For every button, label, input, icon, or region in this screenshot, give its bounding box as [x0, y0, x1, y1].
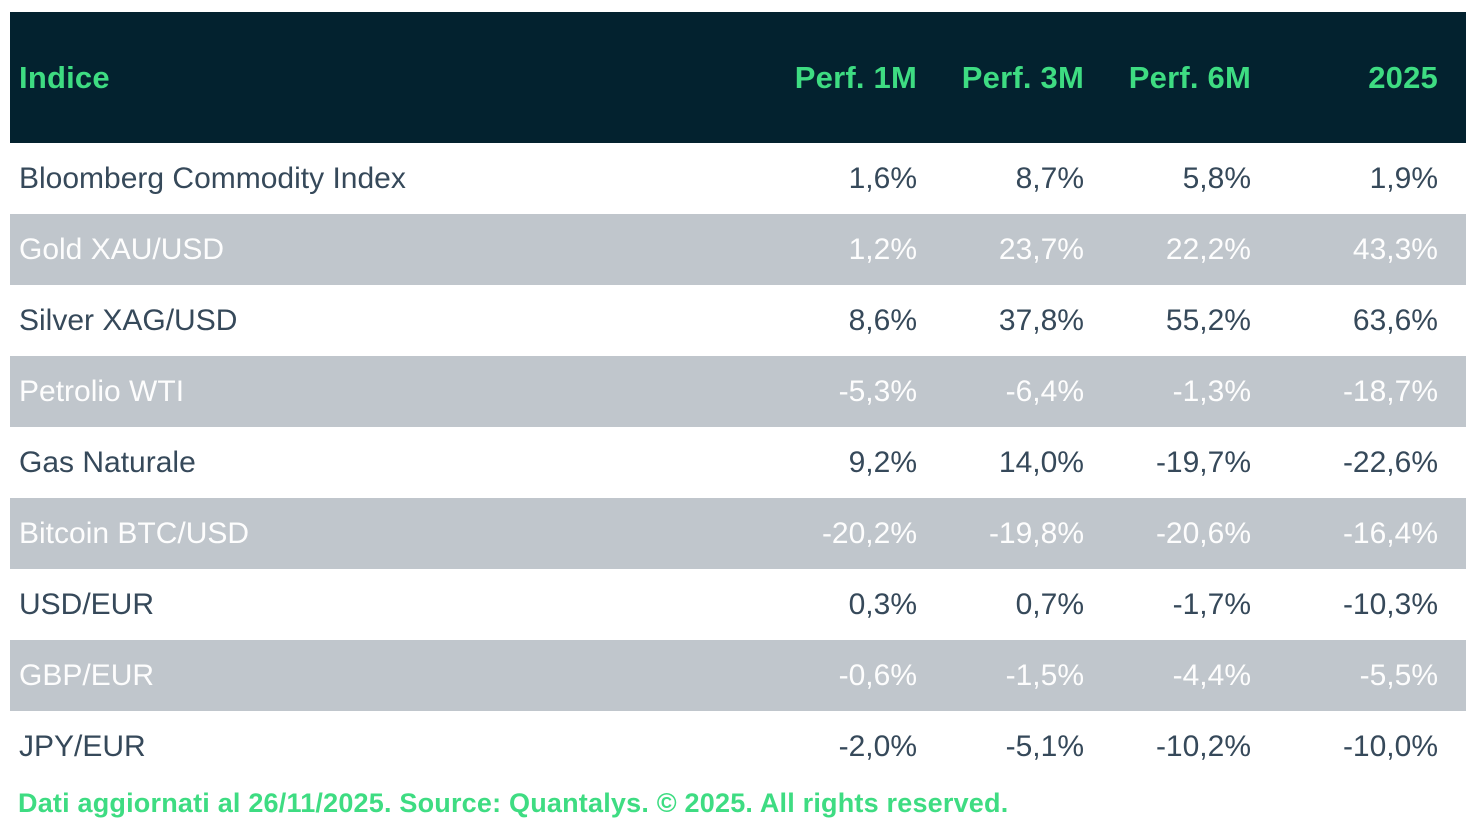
perf-6m-value: -1,3%: [1172, 374, 1251, 408]
perf-3m-value: 8,7%: [1015, 161, 1084, 195]
perf-2025-value: -5,5%: [1359, 658, 1438, 692]
row-label: USD/EUR: [19, 587, 155, 621]
table-row: Bitcoin BTC/USD -20,2% -19,8% -20,6% -16…: [10, 498, 1466, 569]
perf-3m-value: 23,7%: [998, 232, 1084, 266]
perf-1m-value: -5,3%: [838, 374, 917, 408]
perf-6m-value: 22,2%: [1165, 232, 1251, 266]
column-header-perf-1m: Perf. 1M: [794, 59, 917, 95]
footer-note: Dati aggiornati al 26/11/2025. Source: Q…: [18, 788, 1009, 818]
perf-1m-value: -0,6%: [838, 658, 917, 692]
perf-3m-value: -6,4%: [1005, 374, 1084, 408]
perf-6m-value: -4,4%: [1172, 658, 1251, 692]
table-row: USD/EUR 0,3% 0,7% -1,7% -10,3%: [10, 569, 1466, 640]
perf-6m-value: -20,6%: [1155, 516, 1251, 550]
table-row: JPY/EUR -2,0% -5,1% -10,2% -10,0%: [10, 711, 1466, 782]
row-label: JPY/EUR: [19, 729, 146, 763]
perf-2025-value: -10,3%: [1342, 587, 1438, 621]
table-row: Bloomberg Commodity Index 1,6% 8,7% 5,8%…: [10, 143, 1466, 214]
perf-3m-value: 14,0%: [998, 445, 1084, 479]
perf-6m-value: 5,8%: [1182, 161, 1251, 195]
perf-6m-value: -10,2%: [1155, 729, 1251, 763]
table-row: GBP/EUR -0,6% -1,5% -4,4% -5,5%: [10, 640, 1466, 711]
perf-1m-value: 0,3%: [848, 587, 917, 621]
perf-6m-value: -1,7%: [1172, 587, 1251, 621]
table-body: Bloomberg Commodity Index 1,6% 8,7% 5,8%…: [10, 143, 1466, 782]
column-header-indice: Indice: [19, 59, 110, 95]
perf-1m-value: -20,2%: [821, 516, 917, 550]
row-label: Gold XAU/USD: [19, 232, 225, 266]
perf-1m-value: 9,2%: [848, 445, 917, 479]
perf-2025-value: -16,4%: [1342, 516, 1438, 550]
row-label: Bloomberg Commodity Index: [19, 161, 406, 195]
perf-6m-value: 55,2%: [1165, 303, 1251, 337]
perf-1m-value: 8,6%: [848, 303, 917, 337]
row-label: Petrolio WTI: [19, 374, 185, 408]
perf-3m-value: 0,7%: [1015, 587, 1084, 621]
row-label: Gas Naturale: [19, 445, 196, 479]
perf-1m-value: 1,6%: [848, 161, 917, 195]
table-row: Gold XAU/USD 1,2% 23,7% 22,2% 43,3%: [10, 214, 1466, 285]
perf-3m-value: -5,1%: [1005, 729, 1084, 763]
table-row: Gas Naturale 9,2% 14,0% -19,7% -22,6%: [10, 427, 1466, 498]
row-label: GBP/EUR: [19, 658, 155, 692]
perf-2025-value: 43,3%: [1352, 232, 1438, 266]
performance-table: Indice Perf. 1M Perf. 3M Perf. 6M 2025 B…: [10, 12, 1466, 782]
perf-2025-value: 1,9%: [1369, 161, 1438, 195]
perf-1m-value: 1,2%: [848, 232, 917, 266]
row-label: Bitcoin BTC/USD: [19, 516, 250, 550]
column-header-perf-6m: Perf. 6M: [1128, 59, 1251, 95]
table-header-row: Indice Perf. 1M Perf. 3M Perf. 6M 2025: [10, 12, 1466, 143]
row-label: Silver XAG/USD: [19, 303, 238, 337]
perf-2025-value: 63,6%: [1352, 303, 1438, 337]
perf-1m-value: -2,0%: [838, 729, 917, 763]
perf-2025-value: -10,0%: [1342, 729, 1438, 763]
perf-6m-value: -19,7%: [1155, 445, 1251, 479]
perf-2025-value: -22,6%: [1342, 445, 1438, 479]
perf-3m-value: 37,8%: [998, 303, 1084, 337]
column-header-perf-3m: Perf. 3M: [961, 59, 1084, 95]
perf-2025-value: -18,7%: [1342, 374, 1438, 408]
table-row: Petrolio WTI -5,3% -6,4% -1,3% -18,7%: [10, 356, 1466, 427]
table-row: Silver XAG/USD 8,6% 37,8% 55,2% 63,6%: [10, 285, 1466, 356]
column-header-2025: 2025: [1368, 59, 1438, 95]
perf-3m-value: -1,5%: [1005, 658, 1084, 692]
perf-3m-value: -19,8%: [988, 516, 1084, 550]
